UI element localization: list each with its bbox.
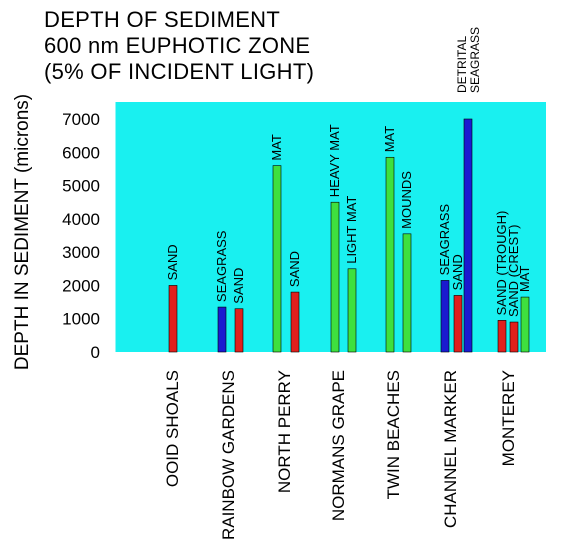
bar-label: SEAGRASS [214,230,229,302]
bar [234,308,244,353]
bar [385,156,395,353]
bar-label: MAT [517,266,532,293]
bar-label: MAT [382,126,397,153]
x-axis-categories: OOID SHOALS RAINBOW GARDENS NORTH PERRY NOR… [163,370,518,540]
bar [330,201,340,353]
title-line-2: 600 nm EUPHOTIC ZONE [44,33,310,58]
bar [272,165,282,353]
chart-title: DEPTH OF SEDIMENT 600 nm EUPHOTIC ZONE (… [44,7,314,84]
y-tick-label: 3000 [62,243,100,262]
category-label: NORMANS GRAPE [329,370,348,521]
bar [520,296,530,353]
bar-label: SEAGRASS [437,204,452,276]
title-line-3: (5% OF INCIDENT LIGHT) [44,59,314,84]
bar-label: MAT [269,134,284,161]
bar [453,295,463,353]
bar [497,320,507,353]
bar-label: DETRITAL [455,36,469,93]
bar [463,118,473,353]
bar [217,306,227,353]
y-axis-label: DEPTH IN SEDIMENT (microns) [12,94,33,370]
category-label: RAINBOW GARDENS [219,370,238,540]
bar-label: SAND (TROUGH) [494,211,509,316]
category-label: MONTEREY [499,370,518,466]
category-label: NORTH PERRY [275,370,294,493]
y-tick-label: 0 [91,343,100,362]
bar [402,233,412,353]
bar-label: HEAVY MAT [327,124,342,197]
y-axis-ticks: 0 1000 2000 3000 4000 5000 6000 7000 [62,110,100,362]
y-tick-label: 1000 [62,310,100,329]
y-tick-label: 5000 [62,177,100,196]
title-line-1: DEPTH OF SEDIMENT [44,7,280,32]
bar-label: MOUNDS [399,171,414,229]
category-label: TWIN BEACHES [384,370,403,499]
bar [290,291,300,353]
bar [509,321,519,353]
y-tick-label: 6000 [62,143,100,162]
y-tick-label: 7000 [62,110,100,129]
bar-label: SAND [231,268,246,304]
bar-label: SAND [165,244,180,280]
bar-label: SEAGRASS [468,27,482,93]
y-tick-label: 2000 [62,276,100,295]
bar-label: SAND [287,251,302,287]
bar-label: SAND (CREST) [506,225,521,317]
bar-label: LIGHT MAT [344,196,359,264]
bar [347,268,357,353]
category-label: CHANNEL MARKER [441,370,460,528]
bar-label: SAND [450,254,465,290]
bar [440,280,450,353]
y-tick-label: 4000 [62,210,100,229]
bar [168,285,178,353]
category-label: OOID SHOALS [163,370,182,487]
